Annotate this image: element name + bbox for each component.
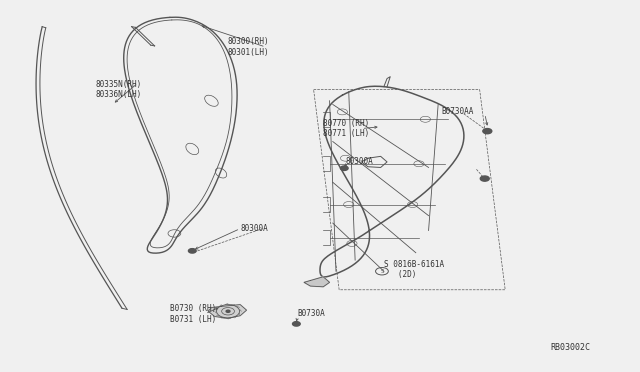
Text: 80335N(RH)
80336N(LH): 80335N(RH) 80336N(LH)	[95, 80, 141, 99]
Text: B0730AA: B0730AA	[442, 108, 474, 116]
Text: S: S	[380, 269, 384, 274]
Text: B0730A: B0730A	[298, 310, 325, 318]
Circle shape	[292, 322, 300, 326]
Text: B0730 (RH)
B0731 (LH): B0730 (RH) B0731 (LH)	[170, 304, 216, 324]
Polygon shape	[208, 305, 246, 318]
Circle shape	[340, 166, 348, 170]
Circle shape	[480, 176, 489, 181]
Text: 80300A: 80300A	[240, 224, 268, 233]
Text: 80300(RH)
80301(LH): 80300(RH) 80301(LH)	[227, 37, 269, 57]
Text: 80770 (RH)
80771 (LH): 80770 (RH) 80771 (LH)	[323, 119, 369, 138]
Circle shape	[226, 310, 230, 312]
Text: 80300A: 80300A	[346, 157, 373, 166]
Polygon shape	[304, 277, 330, 287]
Circle shape	[483, 129, 492, 134]
Text: S 0816B-6161A
   (2D): S 0816B-6161A (2D)	[384, 260, 444, 279]
Circle shape	[188, 248, 196, 253]
Text: RB03002C: RB03002C	[550, 343, 590, 352]
